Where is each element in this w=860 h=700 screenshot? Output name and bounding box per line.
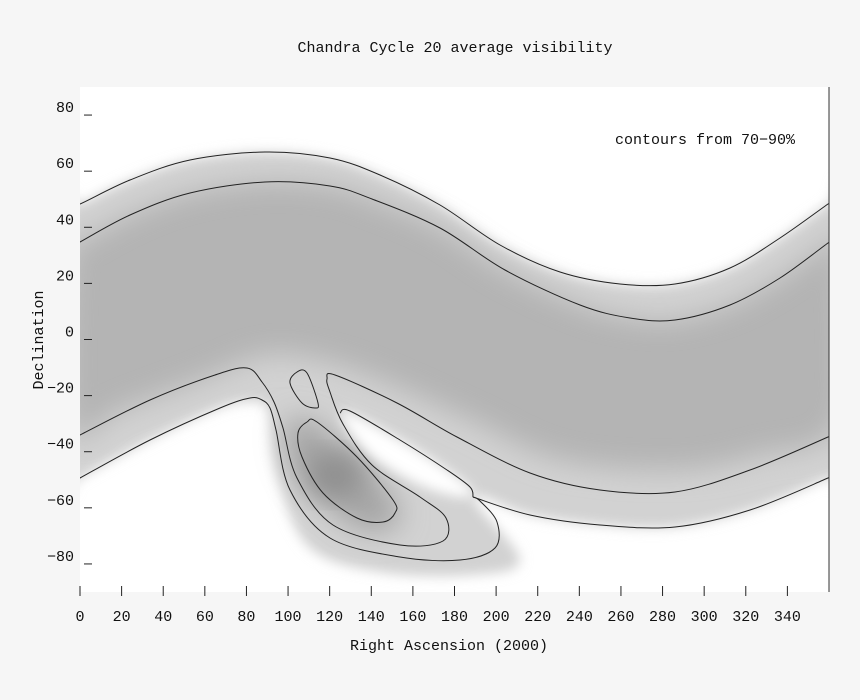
contour-lower-outer-right	[472, 477, 829, 529]
x-tick-label: 340	[774, 609, 801, 626]
y-tick-label: −60	[47, 493, 74, 510]
x-axis-label: Right Ascension (2000)	[350, 638, 548, 655]
contour-peak-loop	[297, 418, 398, 523]
x-axis: 0 20 40 60 80 100 120 140 160 180 200 220 240 260 280 3…	[75, 586, 801, 626]
x-tick-label: 160	[399, 609, 426, 626]
x-tick-label: 40	[154, 609, 172, 626]
x-tick-label: 140	[358, 609, 385, 626]
x-tick-label: 80	[237, 609, 255, 626]
x-tick-label: 260	[607, 609, 634, 626]
x-tick-label: 300	[691, 609, 718, 626]
x-tick-label: 100	[275, 609, 302, 626]
y-axis-label: Declination	[31, 290, 48, 389]
gap-shading	[340, 410, 473, 498]
x-tick-label: 20	[113, 609, 131, 626]
y-tick-label: 0	[65, 325, 74, 342]
peak-shading	[307, 453, 363, 497]
y-axis: 80 60 40 20 0 −20 −40 −60 −80	[47, 100, 92, 566]
visibility-shading	[80, 151, 829, 577]
band-shading-inner	[80, 181, 829, 471]
contour-lower-outer-left	[80, 397, 500, 562]
y-tick-label: 80	[56, 100, 74, 117]
y-tick-label: 60	[56, 156, 74, 173]
x-tick-label: 220	[524, 609, 551, 626]
contour-upper-inner	[80, 181, 829, 322]
chart-title: Chandra Cycle 20 average visibility	[297, 40, 612, 57]
x-tick-label: 240	[566, 609, 593, 626]
x-tick-label: 120	[316, 609, 343, 626]
x-tick-label: 180	[441, 609, 468, 626]
contour-gap-edge	[339, 408, 474, 498]
x-tick-label: 0	[75, 609, 84, 626]
y-tick-label: −20	[47, 381, 74, 398]
contour-small-loop	[289, 369, 319, 409]
x-tick-label: 320	[732, 609, 759, 626]
contour-upper-outer	[80, 151, 829, 287]
contour-annotation: contours from 70−90%	[615, 132, 796, 149]
x-tick-label: 60	[196, 609, 214, 626]
y-tick-label: −80	[47, 549, 74, 566]
y-tick-label: 40	[56, 212, 74, 229]
y-tick-label: 20	[56, 268, 74, 285]
contour-lower-inner	[80, 367, 829, 547]
x-tick-label: 200	[483, 609, 510, 626]
contour-lines	[80, 151, 829, 562]
x-tick-label: 280	[649, 609, 676, 626]
y-tick-label: −40	[47, 437, 74, 454]
